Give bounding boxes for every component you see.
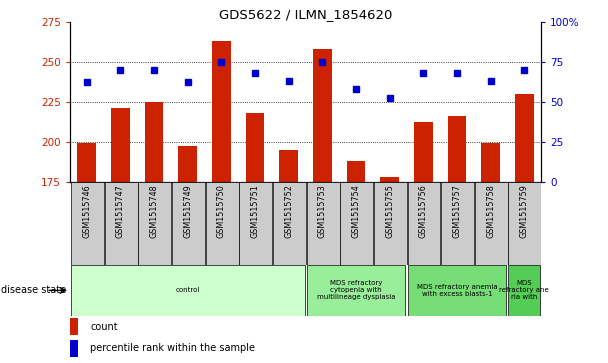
Bar	[70, 318, 78, 335]
Bar	[138, 182, 171, 265]
Bar	[515, 94, 534, 182]
Text: GSM1515752: GSM1515752	[284, 184, 293, 238]
Text: count: count	[90, 322, 118, 332]
Bar	[508, 182, 542, 265]
Bar	[179, 146, 197, 182]
Bar	[313, 49, 331, 182]
Text: GSM1515748: GSM1515748	[150, 184, 159, 238]
Bar	[273, 182, 306, 265]
Bar	[239, 182, 272, 265]
Text: MDS refractory
cytopenia with
multilineage dysplasia: MDS refractory cytopenia with multilinea…	[317, 280, 395, 301]
Text: GSM1515753: GSM1515753	[318, 184, 327, 238]
Bar	[280, 150, 298, 182]
Bar	[111, 108, 130, 182]
Text: MDS
refractory ane
ria with: MDS refractory ane ria with	[499, 280, 549, 301]
Text: disease state: disease state	[1, 285, 66, 295]
Bar	[77, 143, 96, 182]
Bar	[105, 182, 137, 265]
Bar	[482, 143, 500, 182]
Text: GSM1515757: GSM1515757	[452, 184, 461, 238]
Bar	[70, 340, 78, 357]
Title: GDS5622 / ILMN_1854620: GDS5622 / ILMN_1854620	[219, 8, 392, 21]
Bar	[414, 122, 432, 182]
Text: GSM1515754: GSM1515754	[351, 184, 361, 238]
Bar	[172, 182, 205, 265]
Bar	[475, 182, 508, 265]
Text: percentile rank within the sample: percentile rank within the sample	[90, 343, 255, 354]
Bar	[407, 182, 440, 265]
Bar	[246, 113, 264, 182]
Text: GSM1515751: GSM1515751	[250, 184, 260, 238]
Bar	[145, 102, 164, 182]
Bar	[381, 177, 399, 182]
Bar	[374, 182, 407, 265]
Text: GSM1515759: GSM1515759	[520, 184, 529, 238]
Text: GSM1515749: GSM1515749	[183, 184, 192, 238]
Bar	[441, 182, 474, 265]
Bar	[306, 182, 339, 265]
Bar	[347, 161, 365, 182]
Bar	[340, 182, 373, 265]
Bar	[206, 182, 238, 265]
Bar	[407, 265, 506, 316]
Bar	[447, 116, 466, 182]
Text: GSM1515750: GSM1515750	[217, 184, 226, 238]
Bar	[306, 265, 406, 316]
Text: control: control	[176, 287, 200, 293]
Bar	[508, 265, 540, 316]
Text: GSM1515747: GSM1515747	[116, 184, 125, 238]
Text: GSM1515755: GSM1515755	[385, 184, 394, 238]
Bar	[71, 265, 305, 316]
Text: GSM1515756: GSM1515756	[419, 184, 428, 238]
Bar	[71, 182, 104, 265]
Text: MDS refractory anemia
with excess blasts-1: MDS refractory anemia with excess blasts…	[416, 284, 497, 297]
Text: GSM1515758: GSM1515758	[486, 184, 495, 238]
Bar	[212, 41, 230, 182]
Text: GSM1515746: GSM1515746	[82, 184, 91, 238]
